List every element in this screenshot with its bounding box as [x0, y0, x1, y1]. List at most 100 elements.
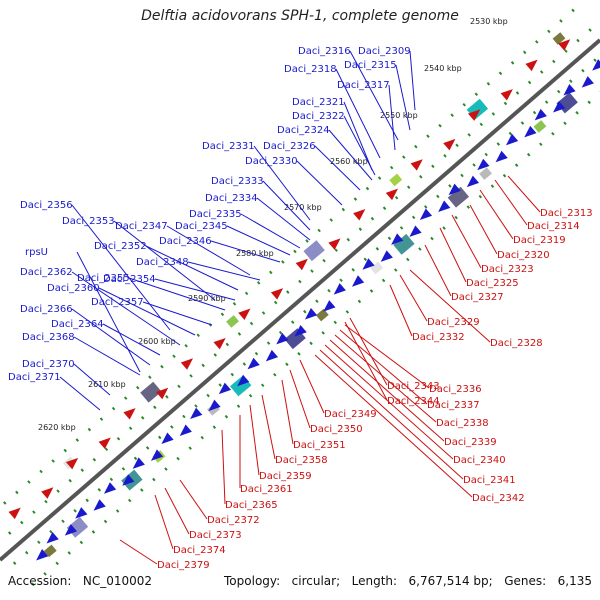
- forward-leader-line: [328, 129, 373, 181]
- feature-block: [303, 240, 325, 262]
- forward-leader-line: [113, 220, 216, 301]
- reverse-leader-line: [344, 324, 430, 389]
- forward-gene-arrow: [552, 101, 566, 113]
- forward-leader-line: [187, 261, 261, 281]
- forward-leader-line: [154, 278, 236, 301]
- forward-gene-arrow: [333, 283, 346, 295]
- forward-leader-line: [226, 225, 291, 256]
- reverse-gene-label: Daci_2372: [207, 515, 260, 526]
- forward-gene-arrow: [534, 108, 547, 121]
- reverse-leader-line: [281, 379, 294, 445]
- forward-leader-line: [71, 271, 181, 346]
- reverse-leader-line: [299, 359, 325, 414]
- reverse-gene-label: Daci_2337: [427, 400, 480, 411]
- reverse-gene-arrow: [180, 358, 194, 370]
- forward-gene-label: Daci_2371: [8, 372, 61, 383]
- reverse-gene-arrow: [295, 258, 308, 271]
- forward-leader-line: [388, 84, 396, 151]
- reverse-gene-arrow: [270, 288, 284, 300]
- reverse-gene-arrow: [156, 387, 169, 400]
- reverse-leader-line: [389, 284, 413, 337]
- forward-gene-label: Daci_2334: [205, 193, 258, 204]
- reverse-leader-line: [324, 344, 454, 460]
- forward-gene-arrow: [563, 84, 576, 96]
- kbp-tick-label: 2600 kbp: [138, 337, 176, 346]
- forward-gene-arrow: [323, 300, 336, 312]
- forward-leader-line: [102, 323, 161, 356]
- forward-gene-arrow: [190, 407, 203, 420]
- reverse-gene-arrow: [353, 208, 366, 221]
- forward-leader-line: [314, 145, 361, 191]
- forward-leader-line: [98, 287, 196, 336]
- forward-gene-arrow: [218, 382, 232, 395]
- forward-leader-line: [240, 213, 301, 249]
- forward-gene-label: Daci_2335: [189, 209, 242, 220]
- forward-gene-arrow: [466, 175, 480, 188]
- reverse-gene-label: Daci_2339: [444, 437, 497, 448]
- reverse-gene-arrow: [525, 59, 538, 72]
- reverse-gene-label: Daci_2323: [481, 264, 534, 275]
- reverse-gene-label: Daci_2338: [436, 418, 489, 429]
- reverse-gene-label: Daci_2379: [157, 560, 210, 571]
- forward-gene-label: Daci_2347: [115, 221, 168, 232]
- reverse-gene-arrow: [385, 188, 398, 201]
- forward-gene-arrow: [93, 499, 106, 511]
- accession-info: Accession: NC_010002: [8, 574, 152, 588]
- forward-leader-line: [296, 160, 343, 206]
- forward-gene-label: Daci_2362: [20, 267, 73, 278]
- reverse-gene-label: Daci_2351: [293, 440, 346, 451]
- forward-gene-label: Daci_2356: [20, 200, 73, 211]
- kbp-tick-label: 2550 kbp: [380, 111, 418, 120]
- forward-leader-line: [253, 145, 311, 221]
- forward-leader-line: [145, 245, 239, 291]
- forward-gene-label: rpsU: [25, 247, 48, 258]
- forward-gene-label: Daci_2333: [211, 176, 264, 187]
- forward-gene-arrow: [294, 324, 307, 337]
- reverse-leader-line: [349, 317, 388, 386]
- forward-gene-arrow: [64, 524, 78, 536]
- accession-label: Accession:: [8, 574, 72, 588]
- forward-gene-arrow: [495, 150, 508, 163]
- forward-gene-arrow: [46, 532, 59, 544]
- reverse-gene-label: Daci_2374: [173, 545, 226, 556]
- forward-leader-line: [73, 336, 141, 376]
- forward-gene-label: Daci_2366: [20, 304, 73, 315]
- topology-label: Topology:: [224, 574, 281, 588]
- forward-leader-line: [262, 180, 311, 231]
- genome-title: Delftia acidovorans SPH-1, complete geno…: [141, 8, 459, 24]
- reverse-leader-line: [329, 339, 445, 442]
- feature-block: [393, 233, 415, 255]
- feature-block: [315, 308, 329, 322]
- reverse-leader-line: [479, 189, 514, 240]
- feature-block: [466, 98, 489, 120]
- reverse-gene-label: Daci_2328: [490, 338, 543, 349]
- forward-gene-arrow: [179, 424, 192, 437]
- forward-gene-arrow: [161, 432, 174, 444]
- reverse-leader-line: [399, 274, 428, 322]
- reverse-gene-label: Daci_2320: [497, 250, 550, 261]
- reverse-gene-label: Daci_2319: [513, 235, 566, 246]
- reverse-gene-label: Daci_2329: [427, 317, 480, 328]
- reverse-gene-label: Daci_2314: [527, 221, 580, 232]
- forward-leader-line: [166, 225, 251, 276]
- forward-gene-arrow: [351, 275, 365, 287]
- reverse-leader-line: [339, 329, 428, 405]
- forward-gene-label: Daci_2353: [62, 216, 115, 227]
- reverse-gene-arrow: [238, 308, 251, 321]
- reverse-gene-label: Daci_2359: [259, 471, 312, 482]
- forward-gene-arrow: [477, 158, 490, 171]
- forward-gene-arrow: [448, 183, 461, 196]
- forward-gene-label: Daci_2354: [103, 274, 156, 285]
- reverse-gene-label: Daci_2365: [225, 500, 278, 511]
- forward-gene-arrow: [247, 357, 260, 370]
- reverse-gene-arrow: [65, 457, 79, 470]
- forward-gene-label: Daci_2345: [175, 221, 228, 232]
- reverse-gene-label: Daci_2342: [472, 493, 525, 504]
- feature-block: [552, 32, 566, 45]
- forward-gene-arrow: [524, 125, 537, 138]
- length-value: 6,767,514 bp;: [408, 574, 493, 588]
- forward-leader-line: [409, 50, 416, 111]
- kbp-tick-label: 2570 kbp: [284, 203, 322, 212]
- forward-gene-label: Daci_2326: [263, 141, 316, 152]
